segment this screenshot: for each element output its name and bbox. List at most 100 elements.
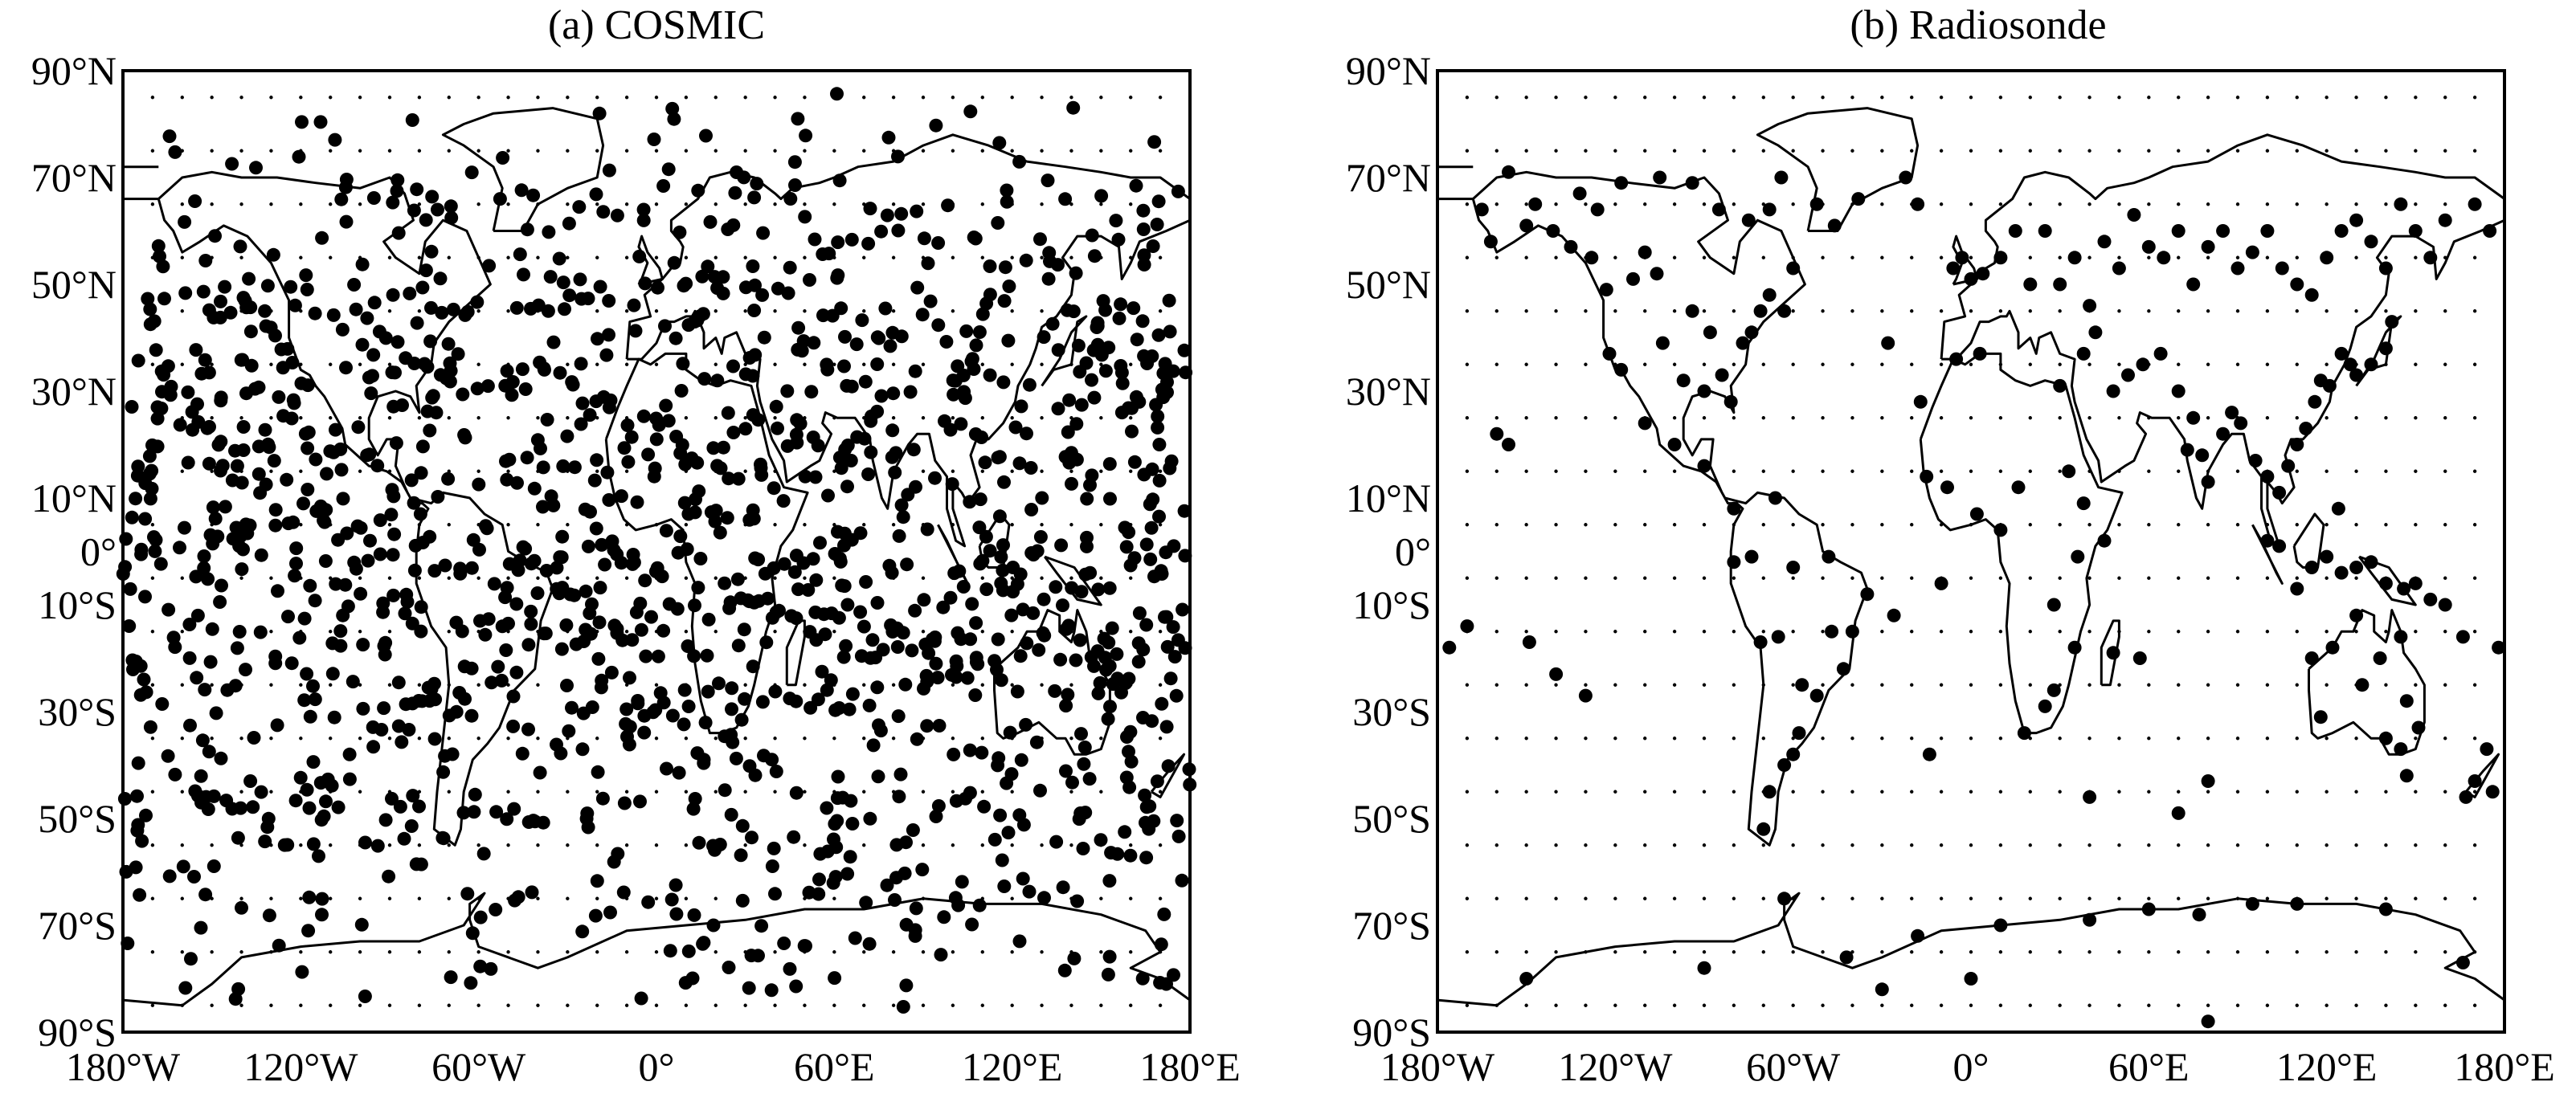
observation-point (747, 190, 762, 205)
graticule-dot (684, 576, 689, 580)
observation-point (2234, 416, 2248, 431)
graticule-dot (803, 362, 807, 366)
observation-point (390, 173, 405, 187)
observation-point (254, 785, 268, 799)
graticule-dot (1494, 790, 1499, 794)
observation-point (1159, 720, 1174, 734)
graticule-dot (387, 576, 392, 580)
observation-point (329, 422, 342, 437)
graticule-dot (2028, 309, 2032, 313)
observation-point (391, 226, 406, 240)
graticule-dot (1524, 896, 1528, 900)
graticule-dot (2443, 790, 2447, 794)
observation-point (838, 329, 852, 344)
observation-point (206, 789, 221, 803)
x-tick-label: 60°W (431, 1044, 526, 1089)
graticule-dot (1584, 416, 1588, 420)
graticule-dot (476, 683, 480, 687)
graticule-dot (654, 149, 659, 153)
graticule-dot (1939, 737, 1944, 741)
graticule-dot (2265, 576, 2270, 580)
graticule-dot (1910, 683, 1914, 687)
graticule-dot (862, 362, 866, 366)
observation-point (647, 133, 661, 146)
observation-point (443, 356, 457, 370)
graticule-dot (358, 1003, 362, 1007)
graticule-dot (595, 96, 599, 100)
observation-point (963, 104, 978, 119)
observation-point (885, 423, 900, 438)
graticule-dot (1613, 843, 1617, 847)
coastline (993, 609, 1111, 756)
graticule-dot (714, 896, 718, 900)
observation-point (929, 118, 943, 133)
observation-point (592, 615, 607, 630)
observation-point (920, 522, 934, 537)
observation-point (1131, 636, 1146, 651)
graticule-dot (1010, 469, 1014, 473)
graticule-dot (2295, 630, 2299, 634)
graticule-dot (476, 737, 480, 741)
observation-point (424, 244, 439, 259)
y-tick-label: 70°S (38, 903, 117, 948)
graticule-dot (2087, 683, 2091, 687)
graticule-dot (832, 896, 836, 900)
graticule-dot (299, 737, 303, 741)
observation-point (722, 471, 736, 486)
observation-point (1085, 373, 1098, 387)
observation-point (649, 432, 664, 447)
observation-point (1022, 884, 1037, 899)
graticule-dot (1465, 96, 1470, 100)
graticule-dot (299, 683, 303, 687)
observation-point (215, 578, 228, 593)
observation-point (514, 183, 529, 198)
observation-point (1152, 473, 1167, 488)
observation-point (993, 808, 1008, 822)
observation-point (2186, 277, 2201, 292)
x-axis-labels: 180°W 120°W 60°W 0° 60°E 120°E 180°E (66, 1044, 1241, 1089)
observation-point (748, 551, 763, 565)
observation-point (2038, 699, 2052, 713)
graticule-dot (1732, 255, 1736, 259)
observation-point (562, 724, 576, 738)
observation-point (764, 983, 779, 998)
graticule-dot (1880, 523, 1884, 527)
observation-point (747, 304, 762, 317)
graticule-dot (150, 843, 155, 847)
observation-point (2349, 561, 2364, 574)
observation-point (1786, 747, 1801, 761)
observation-point (1753, 635, 1768, 649)
observation-point (791, 112, 805, 126)
observation-point (718, 576, 732, 590)
graticule-dot (2325, 737, 2329, 741)
map-frame (121, 69, 1192, 1034)
observation-point (513, 247, 527, 262)
observation-point (533, 355, 547, 369)
observation-point (720, 511, 734, 525)
graticule-dot (1554, 790, 1558, 794)
graticule-dot (1524, 1003, 1528, 1007)
graticule-dot (1880, 469, 1884, 473)
observation-point (131, 353, 145, 368)
observation-point (1020, 426, 1033, 441)
observation-point (1167, 650, 1182, 664)
graticule-dot (1465, 149, 1470, 153)
graticule-dot (1584, 576, 1588, 580)
graticule-dot (714, 416, 718, 420)
observation-point (303, 578, 317, 593)
observation-point (725, 681, 739, 696)
observation-point (1112, 311, 1126, 325)
observation-point (2408, 224, 2423, 238)
graticule-dot (2472, 309, 2477, 313)
observation-point (292, 631, 307, 645)
observation-point (505, 388, 519, 402)
graticule-dot (1939, 790, 1944, 794)
graticule-dot (1821, 523, 1825, 527)
graticule-dot (566, 843, 570, 847)
observation-point (521, 638, 536, 652)
graticule-dot (269, 630, 273, 634)
observation-point (854, 649, 869, 663)
observation-point (963, 743, 977, 757)
observation-point (302, 890, 317, 904)
observation-point (1003, 725, 1017, 740)
